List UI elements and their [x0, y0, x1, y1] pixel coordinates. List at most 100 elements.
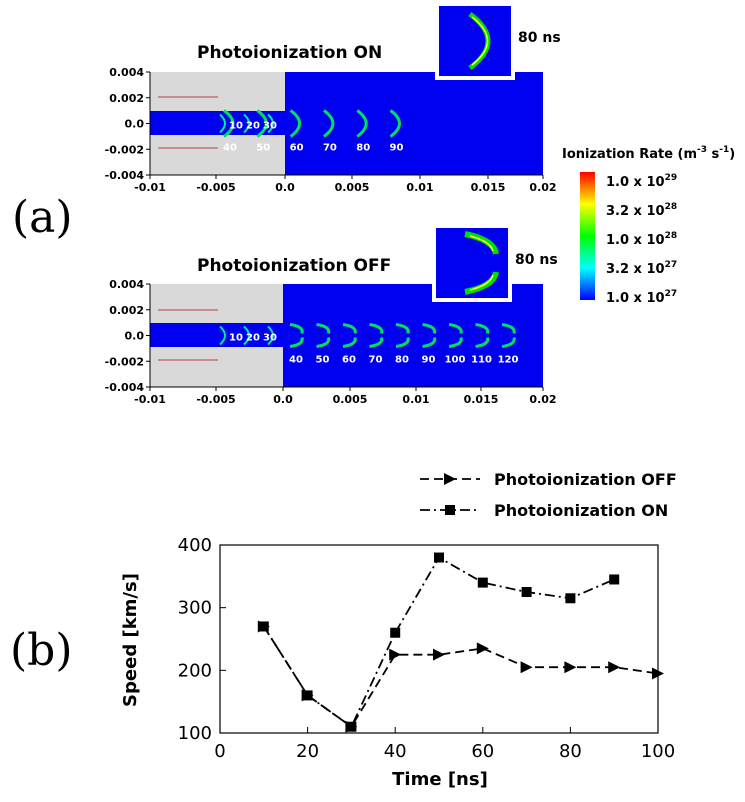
ionization-front	[289, 323, 304, 334]
data-point-on	[390, 627, 401, 638]
time-label: 50	[256, 143, 270, 154]
colorbar-tick-label: 1.0 x 1027	[606, 289, 677, 306]
sim-on-y-axis: 0.004 0.002 0.0 -0.002 -0.004	[105, 66, 151, 182]
sim-off-channel	[150, 323, 283, 347]
sim-off-inset-core-top	[469, 235, 494, 252]
ionization-front	[501, 337, 516, 348]
ionization-front	[219, 113, 226, 134]
y-tick-label: 0.004	[109, 66, 144, 79]
legend-marker-off	[444, 473, 456, 485]
sim-off-fronts	[219, 323, 516, 348]
ionization-front	[243, 325, 250, 346]
data-point-off	[520, 661, 533, 674]
data-point-off	[476, 642, 489, 655]
ionization-front	[223, 109, 235, 138]
ionization-front	[289, 337, 304, 348]
ionization-front	[395, 323, 410, 334]
legend-marker-on	[445, 505, 455, 515]
x-tick-label: 0.015	[471, 181, 506, 194]
data-point-on	[346, 721, 357, 732]
y-tick-label: 0.002	[109, 304, 144, 317]
sim-on-panel: Photoionization ON 80 ns 0.0040.0020.0-0…	[105, 2, 561, 194]
sim-off-inset-label: 80 ns	[515, 252, 558, 268]
sim-on-x-axis: -0.01 -0.005 0.0 0.005 0.01 0.015 0.02	[134, 174, 557, 194]
ionization-front	[422, 337, 437, 348]
ionization-front	[369, 323, 384, 334]
x-tick-label: -0.005	[196, 181, 235, 194]
data-point-on	[521, 587, 532, 597]
panel-b-label: (b)	[10, 625, 73, 676]
x-tick-label: 60	[471, 741, 494, 762]
ionization-front	[369, 337, 384, 348]
x-tick-label: -0.01	[134, 181, 166, 194]
sim-on-fronts	[219, 109, 401, 138]
ionization-front	[501, 323, 516, 334]
ionization-front	[256, 109, 268, 138]
time-label: 20	[246, 121, 260, 132]
time-label: 70	[323, 143, 337, 154]
time-label: 100	[445, 355, 466, 366]
ionization-front	[395, 337, 410, 348]
ionization-front	[267, 325, 274, 346]
sim-off-title: Photoionization OFF	[197, 256, 391, 276]
x-tick-label: 0.02	[529, 181, 556, 194]
colorbar-tick-label: 3.2 x 1027	[606, 260, 677, 277]
sim-on-title: Photoionization ON	[197, 43, 382, 63]
x-tick-label: 0.01	[406, 181, 433, 194]
data-point-off	[608, 661, 621, 674]
time-label: 50	[316, 355, 330, 366]
sim-on-time-labels: 10 20 30 40 50 60 70 80 90	[223, 121, 403, 154]
x-tick-label: 0.01	[402, 393, 429, 406]
time-label: 90	[390, 143, 404, 154]
legend-label-off: Photoionization OFF	[494, 470, 677, 489]
data-point-on	[302, 690, 313, 701]
sim-off-inset	[436, 228, 508, 298]
ionization-front	[448, 323, 463, 334]
y-tick-label: -0.004	[105, 381, 145, 394]
time-label: 20	[246, 333, 260, 344]
y-axis-label: Speed [km/s]	[120, 573, 141, 707]
ionization-front	[316, 323, 331, 334]
x-axis: 0 20 40 60 80 100	[214, 727, 675, 762]
speed-chart: 100 200 300 400 0 20 40 60 80 100 Speed [km/s] T…	[120, 470, 677, 790]
sim-off-time-labels: 10 20 30 40 50 60 70 80 90 100 110 120	[229, 333, 518, 366]
time-label: 30	[263, 333, 277, 344]
ionization-front	[316, 337, 331, 348]
sim-off-inset-core-bottom	[469, 274, 494, 291]
colorbar-ticks: 1.0 x 1029 3.2 x 1028 1.0 x 1028 3.2 x 1027…	[606, 173, 677, 306]
y-tick-label: -0.004	[105, 169, 145, 182]
time-label: 40	[289, 355, 303, 366]
ionization-front	[243, 113, 250, 134]
sim-off-inset-front-bottom	[464, 271, 499, 295]
colorbar-title: Ionization Rate (m-3 s-1)	[562, 145, 735, 162]
time-label: 60	[342, 355, 356, 366]
time-label: 10	[229, 333, 243, 344]
x-tick-label: -0.005	[196, 393, 235, 406]
legend-label-on: Photoionization ON	[494, 501, 668, 520]
sim-off-y-axis: 0.004 0.002 0.0 -0.002 -0.004	[105, 278, 151, 394]
x-tick-label: 40	[384, 741, 407, 762]
x-tick-label: 0.02	[529, 393, 556, 406]
time-label: 80	[395, 355, 409, 366]
time-label: 70	[369, 355, 383, 366]
sim-off-panel: Photoionization OFF 80 ns 0.0040.0020.0-…	[105, 224, 558, 406]
y-tick-label: 0.0	[125, 330, 145, 343]
y-axis: 100 200 300 400	[178, 535, 226, 744]
ionization-front	[322, 109, 335, 138]
ionization-front	[342, 323, 357, 334]
data-point-off	[433, 648, 445, 661]
ionization-front	[267, 113, 274, 134]
ionization-front	[219, 325, 226, 346]
time-label: 10	[229, 121, 243, 132]
y-tick-label: 100	[178, 723, 212, 744]
series-layer	[257, 552, 664, 733]
data-point-off	[564, 661, 577, 674]
ionization-front	[342, 337, 357, 348]
sim-on-domain	[285, 72, 543, 175]
ionization-front	[475, 323, 490, 334]
data-point-on	[434, 552, 444, 563]
ionization-front	[356, 109, 368, 138]
data-point-off	[652, 667, 664, 680]
ionization-front	[475, 337, 490, 348]
y-tick-label: 0.0	[125, 118, 145, 131]
